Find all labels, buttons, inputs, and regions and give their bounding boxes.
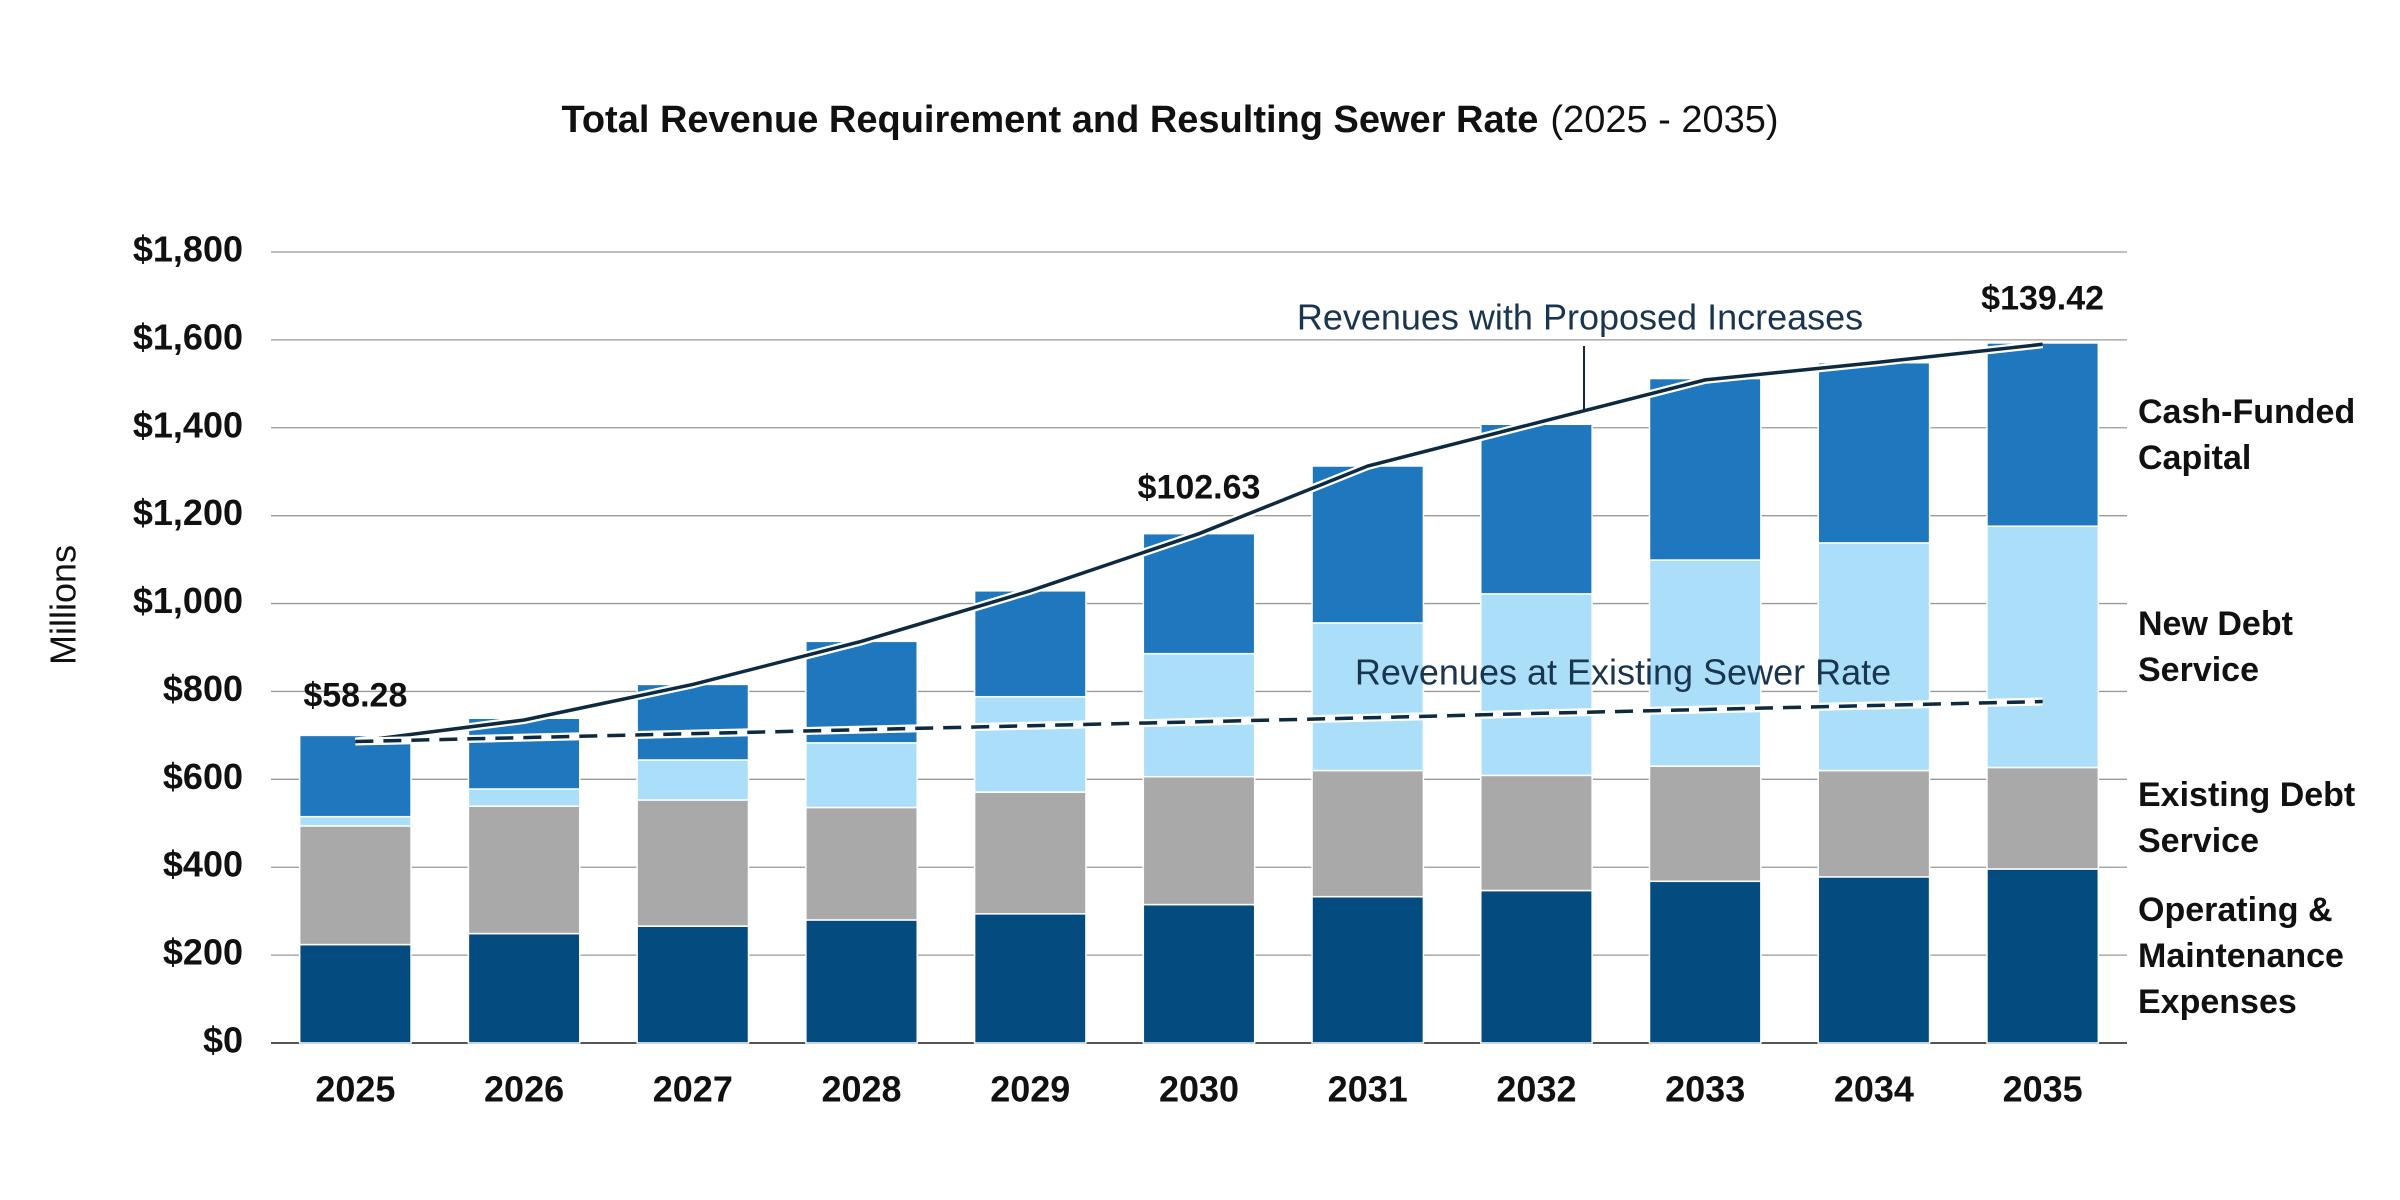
bar-segment <box>1986 342 2100 527</box>
bar-segment <box>1817 361 1931 544</box>
bar-segment <box>1648 377 1762 561</box>
bar-segment <box>1311 465 1425 624</box>
bar-segment <box>1648 880 1762 1044</box>
bar-segment <box>1648 765 1762 883</box>
bar-segment <box>1311 622 1425 772</box>
line-annotation: Revenues at Existing Sewer Rate <box>1355 652 1891 693</box>
bar-segment <box>973 695 1087 793</box>
bar-segment <box>1142 903 1256 1044</box>
bar-segment <box>1311 895 1425 1044</box>
bar-segment <box>467 788 581 807</box>
x-tick-label: 2031 <box>1328 1069 1408 1110</box>
bar-segment <box>298 943 412 1044</box>
x-tick-label: 2025 <box>315 1069 395 1110</box>
bar-segment <box>1480 423 1593 595</box>
x-tick-label: 2033 <box>1665 1069 1745 1110</box>
bar-segment <box>1480 593 1593 777</box>
rate-label: $102.63 <box>1138 469 1261 507</box>
x-tick-label: 2030 <box>1159 1069 1239 1110</box>
bar-segment <box>636 683 750 761</box>
revenue-line <box>355 342 2043 744</box>
bar-segment <box>1986 766 2100 870</box>
bar-segment <box>467 932 581 1044</box>
y-tick-label: $1,400 <box>133 404 243 445</box>
bar-segment <box>1480 774 1593 892</box>
bar-segment <box>1986 525 2100 769</box>
rate-label: $58.28 <box>303 677 407 715</box>
y-tick-label: $0 <box>203 1020 243 1061</box>
x-tick-label: 2029 <box>990 1069 1070 1110</box>
y-tick-label: $1,600 <box>133 316 243 357</box>
bar-segment <box>805 806 918 921</box>
bar-segment <box>973 913 1087 1044</box>
x-tick-label: 2034 <box>1834 1069 1914 1110</box>
x-tick-label: 2027 <box>653 1069 733 1110</box>
legend-label: New Debt Service <box>2138 604 2293 689</box>
x-tick-label: 2032 <box>1496 1069 1576 1110</box>
y-tick-label: $400 <box>163 844 243 885</box>
bar-segment <box>298 825 412 946</box>
rate-label: $139.42 <box>1981 279 2104 317</box>
legend-label: Cash-Funded Capital <box>2138 392 2356 477</box>
bar-segment <box>1142 652 1256 778</box>
legend-label: Existing Debt Service <box>2138 776 2356 861</box>
bar-segment <box>805 919 918 1044</box>
line-annotation: Revenues with Proposed Increases <box>1297 297 1863 338</box>
bar-segment <box>1986 868 2100 1044</box>
chart-title: Total Revenue Requirement and Resulting … <box>561 99 1778 141</box>
x-tick-label: 2028 <box>821 1069 901 1110</box>
bar-segment <box>298 734 412 818</box>
bar-segment <box>636 799 750 927</box>
bar-segment <box>805 742 918 809</box>
bar-segment <box>1648 559 1762 767</box>
bar-segment <box>1480 889 1593 1044</box>
x-tick-label: 2026 <box>484 1069 564 1110</box>
y-tick-label: $1,800 <box>133 229 243 270</box>
bar-segment <box>1311 769 1425 898</box>
y-tick-label: $600 <box>163 756 243 797</box>
bar-segment <box>973 791 1087 915</box>
y-tick-label: $1,000 <box>133 580 243 621</box>
y-axis-label: Millions <box>43 545 84 665</box>
bar-segment <box>1142 775 1256 906</box>
bar-segment <box>1817 876 1931 1044</box>
y-tick-label: $200 <box>163 932 243 973</box>
bar-segment <box>298 815 412 827</box>
revenue-line <box>355 699 2043 744</box>
title-main: Total Revenue Requirement and Resulting … <box>561 99 1538 141</box>
bar-segment <box>467 805 581 935</box>
bar-segment <box>1817 769 1931 878</box>
legend-label: Operating & Maintenance Expenses <box>2138 890 2344 1021</box>
bar-segment <box>973 590 1087 698</box>
bar-segment <box>636 925 750 1044</box>
y-tick-label: $800 <box>163 668 243 709</box>
x-tick-label: 2035 <box>2003 1069 2083 1110</box>
title-range: (2025 - 2035) <box>1550 99 1778 141</box>
y-tick-label: $1,200 <box>133 492 243 533</box>
bar-segment <box>636 759 750 801</box>
bar-segment <box>1817 542 1931 772</box>
bar-segment <box>1142 532 1256 655</box>
